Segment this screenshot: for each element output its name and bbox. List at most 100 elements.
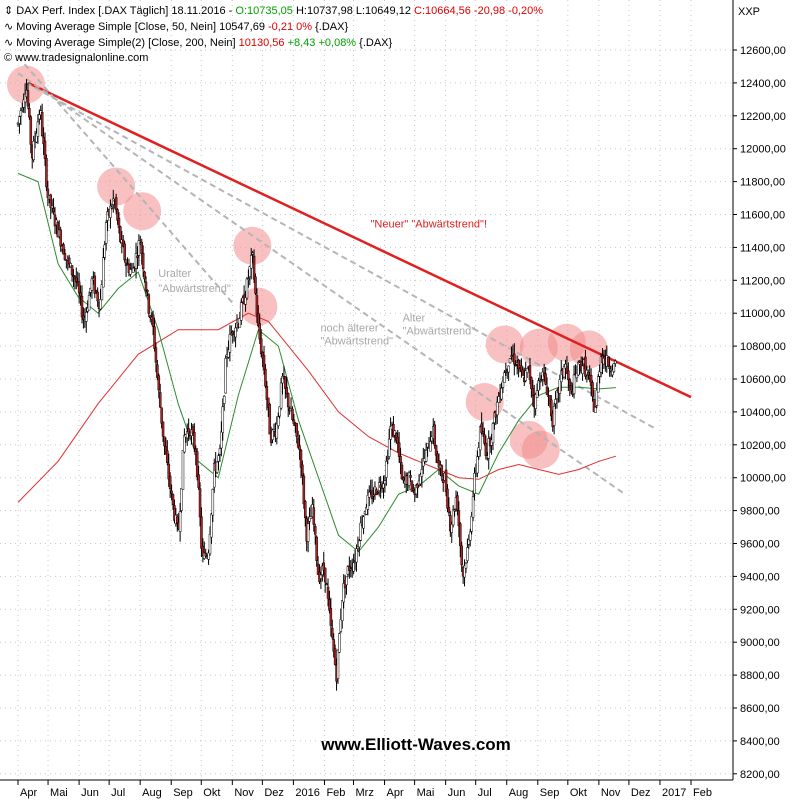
candle-body	[500, 387, 503, 400]
candle-body	[181, 449, 185, 490]
highlight-circle	[485, 325, 524, 364]
candle-body	[75, 277, 78, 282]
x-tick-label: Okt	[570, 787, 587, 799]
chevron-expand-icon[interactable]: ⇕	[4, 5, 16, 17]
candle-body	[457, 510, 461, 527]
candle-body	[93, 275, 97, 294]
candle-body	[285, 387, 289, 394]
header-line-1: ⇕ DAX Perf. Index [.DAX Täglich] 18.11.2…	[4, 5, 543, 17]
candle-body	[368, 491, 371, 498]
candle-body	[161, 421, 165, 437]
indicator-wave-icon[interactable]: ∿	[4, 21, 16, 33]
candle-body	[552, 405, 556, 426]
x-tick-label: Feb	[693, 787, 712, 799]
candle-body	[252, 255, 256, 280]
candle-body	[210, 513, 213, 538]
candle-body	[286, 393, 290, 408]
candle-body	[80, 296, 84, 318]
candle-body	[517, 359, 520, 370]
candle-body	[43, 140, 47, 159]
candle-body	[460, 545, 463, 566]
candle-body	[59, 229, 62, 247]
candle-body	[254, 276, 257, 294]
candle-body	[218, 448, 222, 455]
candles	[16, 79, 617, 691]
candle-body	[151, 314, 155, 327]
indicator-wave-icon[interactable]: ∿	[4, 37, 16, 49]
candle-body	[447, 507, 451, 513]
candle-body	[200, 516, 203, 549]
candle-body	[259, 338, 263, 354]
candle-body	[36, 121, 40, 137]
candle-body	[340, 600, 344, 622]
x-tick-label: Mai	[417, 787, 435, 799]
candle-body	[581, 365, 584, 374]
candle-body	[325, 583, 328, 586]
candle-body	[153, 326, 156, 349]
candle-body	[372, 495, 375, 497]
candle-body	[129, 269, 132, 275]
candle-body	[180, 488, 183, 511]
candle-body	[168, 476, 172, 490]
candle-body	[304, 501, 307, 519]
candle-body	[376, 491, 380, 494]
candle-body	[178, 511, 182, 532]
highlight-circle	[123, 192, 162, 231]
candle-body	[315, 536, 318, 562]
candle-body	[464, 563, 468, 569]
x-tick-label: 2016	[295, 787, 319, 799]
candle-body	[52, 208, 55, 213]
candle-body	[496, 401, 499, 416]
header-line-4: © www.tradesignalonline.com	[4, 52, 148, 64]
candle-body	[167, 463, 170, 480]
gridlines	[0, 0, 733, 780]
candle-body	[171, 494, 175, 505]
candle-body	[446, 488, 449, 509]
candle-body	[123, 243, 126, 261]
candle-body	[272, 429, 276, 432]
candle-body	[29, 116, 33, 145]
candle-body	[183, 435, 186, 453]
y-tick-label: 11800,00	[740, 177, 785, 189]
y-tick-label: 12000,00	[740, 144, 786, 156]
trend-annotation: "Abwärtstrend"	[158, 283, 231, 295]
y-tick-label: 12200,00	[740, 111, 786, 123]
candle-body	[170, 490, 173, 494]
x-tick-label: Dez	[631, 787, 651, 799]
candle-body	[608, 366, 611, 369]
candle-body	[156, 364, 159, 378]
source-url: www.tradesignalonline.com	[14, 52, 148, 64]
candle-body	[154, 347, 158, 363]
x-tick-label: Jun	[81, 787, 99, 799]
y-tick-label: 9800,00	[740, 506, 780, 518]
candle-body	[326, 586, 330, 599]
candle-body	[38, 114, 41, 120]
candle-body	[420, 469, 424, 477]
candle-body	[45, 157, 48, 188]
candle-body	[440, 465, 444, 477]
header-close: C:10664,56 -20,98 -0,20%	[414, 5, 543, 17]
candle-body	[521, 369, 525, 376]
candle-body	[538, 381, 542, 384]
candle-body	[268, 403, 271, 435]
candle-body	[102, 257, 105, 288]
x-tick-label: Dez	[264, 787, 284, 799]
candle-body	[90, 278, 94, 291]
candle-body	[370, 490, 374, 500]
candle-body	[50, 205, 54, 209]
x-tick-label: Nov	[601, 787, 621, 799]
candle-body	[114, 197, 118, 211]
y-tick-label: 8200,00	[740, 769, 780, 781]
y-tick-label: 8600,00	[740, 703, 780, 715]
candle-body	[279, 382, 283, 409]
candle-body	[166, 450, 169, 463]
candle-body	[508, 358, 512, 364]
candle-body	[158, 392, 162, 408]
candle-body	[400, 464, 404, 480]
candle-body	[359, 522, 362, 541]
candle-body	[470, 516, 473, 532]
candle-body	[299, 449, 303, 468]
candle-body	[144, 281, 148, 291]
